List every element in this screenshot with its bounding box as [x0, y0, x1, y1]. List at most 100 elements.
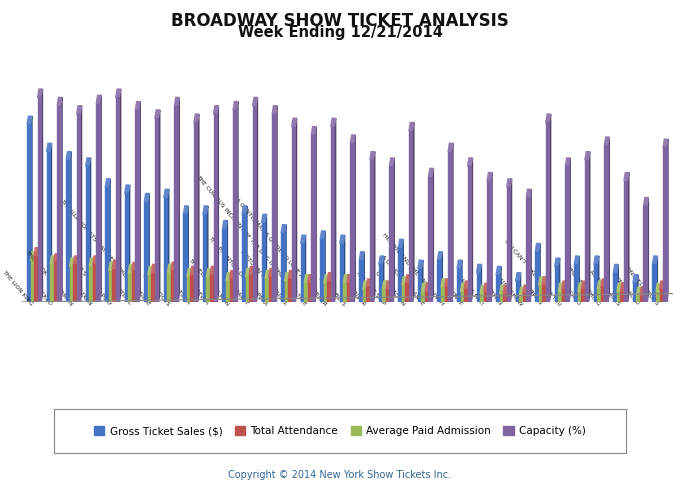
Polygon shape — [605, 137, 609, 146]
Polygon shape — [187, 277, 190, 302]
Polygon shape — [413, 122, 414, 302]
Polygon shape — [57, 97, 62, 106]
Polygon shape — [354, 135, 355, 302]
Polygon shape — [370, 151, 375, 160]
Polygon shape — [480, 264, 481, 302]
Polygon shape — [54, 256, 55, 302]
Polygon shape — [477, 264, 481, 273]
Polygon shape — [425, 292, 428, 302]
Polygon shape — [640, 296, 643, 302]
Polygon shape — [601, 281, 602, 302]
Polygon shape — [585, 151, 590, 160]
Polygon shape — [171, 262, 176, 271]
Polygon shape — [194, 122, 197, 302]
Polygon shape — [37, 97, 41, 302]
Legend: Gross Ticket Sales ($), Total Attendance, Average Paid Admission, Capacity (%): Gross Ticket Sales ($), Total Attendance… — [90, 422, 590, 440]
Polygon shape — [373, 151, 375, 302]
Polygon shape — [164, 198, 167, 302]
Polygon shape — [585, 160, 588, 302]
Polygon shape — [457, 260, 462, 268]
Polygon shape — [480, 294, 483, 302]
Polygon shape — [109, 262, 114, 271]
Polygon shape — [555, 258, 560, 266]
Polygon shape — [222, 221, 227, 229]
Polygon shape — [207, 277, 210, 302]
Polygon shape — [57, 254, 58, 302]
Polygon shape — [663, 148, 666, 302]
Polygon shape — [171, 271, 174, 302]
Polygon shape — [135, 110, 139, 302]
Polygon shape — [487, 283, 488, 302]
Polygon shape — [237, 102, 238, 302]
Polygon shape — [382, 281, 387, 289]
Polygon shape — [605, 279, 606, 302]
Polygon shape — [647, 198, 648, 302]
Polygon shape — [217, 106, 218, 302]
Polygon shape — [660, 283, 661, 302]
Polygon shape — [445, 287, 448, 302]
Polygon shape — [89, 266, 92, 302]
Polygon shape — [460, 260, 462, 302]
Polygon shape — [347, 275, 348, 302]
Polygon shape — [617, 283, 622, 292]
Polygon shape — [350, 143, 354, 302]
Polygon shape — [285, 225, 286, 302]
Polygon shape — [77, 106, 82, 114]
Polygon shape — [194, 114, 199, 122]
Polygon shape — [187, 268, 192, 277]
Polygon shape — [214, 106, 218, 114]
Polygon shape — [226, 273, 231, 281]
Polygon shape — [50, 264, 54, 302]
Polygon shape — [441, 252, 443, 302]
Polygon shape — [613, 264, 618, 273]
Polygon shape — [468, 281, 469, 302]
Polygon shape — [233, 271, 235, 302]
Polygon shape — [409, 275, 410, 302]
Polygon shape — [207, 206, 208, 302]
Polygon shape — [390, 281, 391, 302]
Polygon shape — [569, 158, 571, 302]
Polygon shape — [66, 151, 71, 160]
Polygon shape — [428, 177, 432, 302]
Polygon shape — [301, 244, 304, 302]
Polygon shape — [624, 181, 628, 302]
Polygon shape — [304, 283, 308, 302]
Polygon shape — [327, 275, 328, 302]
Polygon shape — [491, 172, 492, 302]
Polygon shape — [422, 283, 426, 292]
Polygon shape — [503, 285, 508, 294]
Polygon shape — [324, 231, 325, 302]
Polygon shape — [464, 289, 468, 302]
Polygon shape — [66, 160, 69, 302]
Polygon shape — [190, 266, 195, 275]
Polygon shape — [628, 172, 629, 302]
Polygon shape — [422, 292, 425, 302]
Polygon shape — [86, 158, 90, 166]
Polygon shape — [660, 281, 664, 289]
Polygon shape — [558, 292, 562, 302]
Polygon shape — [562, 289, 565, 302]
Polygon shape — [507, 285, 508, 302]
Polygon shape — [47, 151, 50, 302]
Polygon shape — [214, 266, 215, 302]
Polygon shape — [549, 114, 551, 302]
Polygon shape — [69, 258, 75, 266]
Polygon shape — [405, 277, 407, 302]
Polygon shape — [272, 114, 275, 302]
Polygon shape — [343, 283, 347, 302]
Polygon shape — [210, 275, 214, 302]
Polygon shape — [477, 273, 480, 302]
Polygon shape — [398, 248, 402, 302]
Polygon shape — [330, 118, 336, 127]
Polygon shape — [340, 235, 345, 244]
Polygon shape — [152, 266, 153, 302]
Polygon shape — [226, 221, 227, 302]
Polygon shape — [116, 97, 119, 302]
Polygon shape — [530, 189, 531, 302]
Polygon shape — [148, 193, 149, 302]
Polygon shape — [69, 266, 73, 302]
Polygon shape — [281, 233, 285, 302]
Polygon shape — [581, 281, 586, 289]
Polygon shape — [585, 281, 586, 302]
Polygon shape — [304, 235, 305, 302]
